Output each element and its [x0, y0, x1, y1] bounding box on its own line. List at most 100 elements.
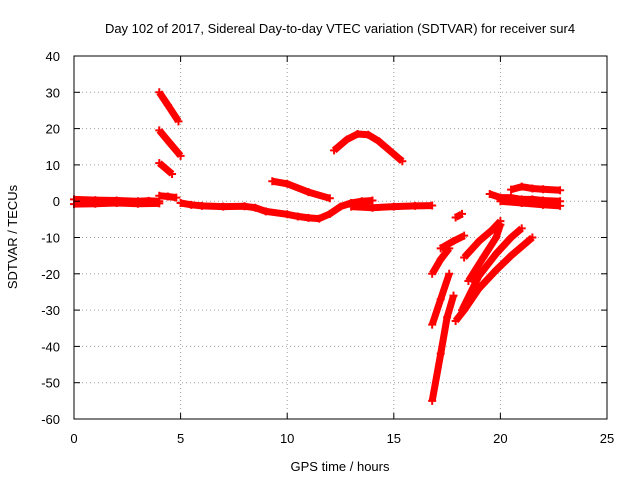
data-point	[304, 213, 313, 222]
data-point	[517, 182, 526, 191]
data-point	[436, 244, 445, 253]
data-point	[436, 295, 445, 304]
y-tick-label: -40	[41, 339, 60, 354]
x-tick-label: 5	[177, 431, 184, 446]
data-point	[342, 135, 351, 144]
series-arc-4	[156, 90, 182, 124]
x-tick-label: 15	[387, 431, 401, 446]
data-point	[163, 192, 172, 201]
y-tick-label: 20	[46, 122, 60, 137]
data-point	[496, 197, 505, 206]
data-point	[485, 189, 494, 198]
y-tick-label: -60	[41, 412, 60, 427]
data-point	[556, 201, 565, 210]
data-point	[315, 214, 324, 223]
data-point	[251, 203, 260, 212]
data-point	[368, 203, 377, 212]
series-arc-7	[180, 197, 373, 223]
data-point	[187, 200, 196, 209]
y-tick-label: 40	[46, 49, 60, 64]
data-point	[174, 117, 183, 126]
x-axis-label: GPS time / hours	[291, 459, 390, 474]
data-point	[155, 191, 164, 200]
data-point	[176, 199, 185, 208]
data-point	[91, 199, 100, 208]
data-point	[539, 200, 548, 209]
series-arc-18	[465, 223, 504, 283]
data-point	[176, 151, 185, 160]
x-tick-label: 0	[70, 431, 77, 446]
data-point	[492, 249, 501, 258]
data-point	[330, 146, 339, 155]
data-point	[451, 316, 460, 325]
data-point	[374, 137, 383, 146]
y-tick-label: 30	[46, 85, 60, 100]
y-tick-label: -10	[41, 231, 60, 246]
data-point	[283, 179, 292, 188]
data-point	[240, 202, 249, 211]
data-point	[449, 291, 458, 300]
data-point	[368, 196, 377, 205]
data-point	[293, 212, 302, 221]
axis-ticks	[73, 55, 608, 420]
data-point	[492, 233, 501, 242]
data-point	[411, 201, 420, 210]
data-point	[219, 202, 228, 211]
data-point	[428, 396, 437, 405]
data-point	[436, 349, 445, 358]
data-point	[451, 213, 460, 222]
data-point	[528, 233, 537, 242]
data-point	[528, 184, 537, 193]
x-tick-labels: 0 5 10 15 20 25	[70, 431, 614, 446]
data-point	[261, 207, 270, 216]
y-tick-label: -30	[41, 303, 60, 318]
data-point	[364, 130, 373, 139]
chart-title: Day 102 of 2017, Sidereal Day-to-day VTE…	[105, 21, 575, 36]
y-tick-label: -20	[41, 267, 60, 282]
data-point	[165, 139, 174, 148]
data-point	[168, 169, 177, 178]
y-tick-labels: -60 -50 -40 -30 -20 -10 0 10 20 30 40	[41, 49, 60, 427]
data-point	[155, 159, 164, 168]
data-point	[325, 209, 334, 218]
data-point	[325, 194, 334, 203]
data-point	[479, 253, 488, 262]
data-point	[507, 185, 516, 194]
data-point	[464, 277, 473, 286]
data-point	[155, 199, 164, 208]
data-point	[161, 164, 170, 173]
data-point	[353, 130, 362, 139]
data-point	[428, 320, 437, 329]
data-point	[458, 209, 467, 218]
data-point	[155, 126, 164, 135]
data-point	[155, 88, 164, 97]
x-tick-label: 25	[600, 431, 614, 446]
data-point	[487, 226, 496, 235]
data-point	[460, 253, 469, 262]
data-point	[428, 201, 437, 210]
data-point	[112, 199, 121, 208]
series-arc-19	[461, 218, 503, 260]
data-point	[507, 233, 516, 242]
y-tick-label: -50	[41, 376, 60, 391]
data-point	[283, 210, 292, 219]
data-point	[336, 202, 345, 211]
data-point	[398, 157, 407, 166]
data-point	[517, 224, 526, 233]
data-point	[172, 193, 181, 202]
data-series	[70, 88, 565, 405]
data-point	[197, 201, 206, 210]
series-arc-11	[428, 294, 457, 402]
data-point	[556, 186, 565, 195]
data-point	[475, 237, 484, 246]
data-point	[496, 217, 505, 226]
x-tick-label: 10	[280, 431, 294, 446]
data-point	[268, 177, 277, 186]
y-axis-label: SDTVAR / TECUs	[5, 184, 20, 289]
data-point	[445, 269, 454, 278]
data-point	[436, 255, 445, 264]
data-point	[517, 199, 526, 208]
data-point	[460, 231, 469, 240]
data-point	[389, 202, 398, 211]
